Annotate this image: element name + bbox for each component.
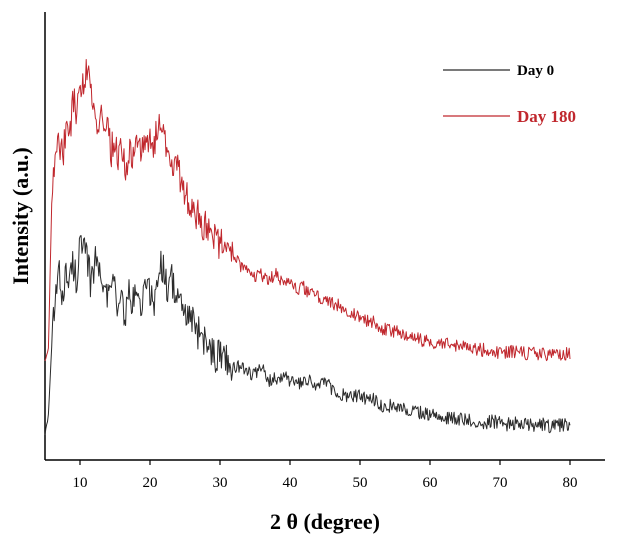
plot-area: 10 20 30 40 50 60 70 80 <box>44 12 605 491</box>
legend-label-day-0: Day 0 <box>517 63 554 79</box>
x-tick-label: 60 <box>423 475 438 491</box>
x-axis-title: 2 θ (degree) <box>270 509 380 534</box>
series-line-day-180 <box>44 59 571 362</box>
x-tick-label: 30 <box>213 475 228 491</box>
legend-label-day-180: Day 180 <box>517 107 576 126</box>
x-tick-label: 20 <box>143 475 158 491</box>
x-tick-label: 40 <box>283 475 298 491</box>
x-axis-ticks: 10 20 30 40 50 60 70 80 <box>73 460 578 491</box>
x-tick-label: 50 <box>353 475 368 491</box>
y-axis-title: Intensity (a.u.) <box>8 147 33 285</box>
x-tick-label: 70 <box>493 475 508 491</box>
series-line-day-0 <box>44 235 571 436</box>
x-tick-label: 10 <box>73 475 88 491</box>
chart-legend: Day 0 Day 180 <box>443 63 576 126</box>
series-layer <box>44 59 571 436</box>
x-tick-label: 80 <box>563 475 578 491</box>
